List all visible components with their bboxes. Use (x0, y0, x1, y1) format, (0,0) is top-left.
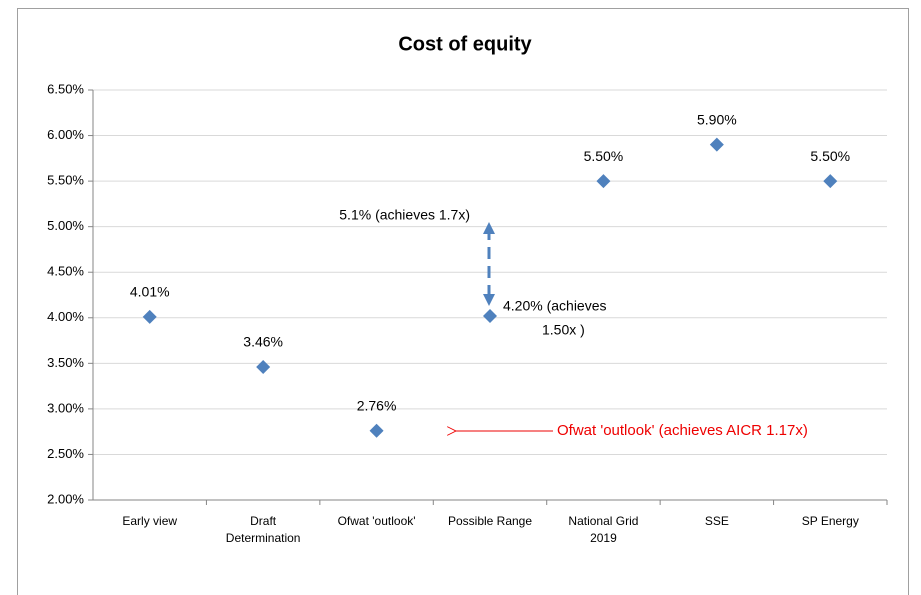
x-tick-label: Early view (122, 514, 177, 528)
marker (256, 359, 271, 374)
x-tick-label: Determination (226, 531, 301, 545)
data-label: 5.90% (697, 111, 737, 127)
annotation: 4.20% (achieves (503, 298, 607, 314)
data-label: 5.50% (810, 148, 850, 164)
x-tick-label: Draft (250, 514, 277, 528)
marker (483, 308, 497, 323)
y-tick-label: 4.00% (47, 309, 84, 324)
x-tick-label: SP Energy (802, 514, 859, 528)
y-tick-label: 3.00% (47, 400, 84, 415)
y-tick-label: 5.00% (47, 218, 84, 233)
marker (369, 423, 384, 438)
y-tick-label: 6.00% (47, 127, 84, 142)
data-label: 5.50% (584, 148, 624, 164)
y-tick-label: 5.50% (47, 173, 84, 188)
marker (596, 174, 611, 189)
data-label: 3.46% (243, 334, 283, 350)
marker (823, 174, 838, 189)
chart-frame (17, 8, 909, 595)
annotation: 1.50x ) (542, 322, 585, 338)
y-tick-label: 3.50% (47, 355, 84, 370)
chart-title: Cost of equity (398, 33, 532, 55)
marker (709, 137, 724, 152)
annotation: 5.1% (achieves 1.7x) (339, 207, 470, 223)
data-label: 2.76% (357, 397, 397, 413)
y-tick-label: 4.50% (47, 264, 84, 279)
data-label: 4.01% (130, 284, 170, 300)
y-tick-label: 2.50% (47, 446, 84, 461)
x-tick-label: 2019 (590, 531, 617, 545)
marker (142, 309, 157, 324)
annotation: Ofwat 'outlook' (achieves AICR 1.17x) (557, 422, 808, 439)
y-tick-label: 2.00% (47, 491, 84, 506)
x-tick-label: SSE (705, 514, 729, 528)
x-tick-label: Possible Range (448, 514, 532, 528)
x-tick-label: National Grid (568, 514, 638, 528)
y-tick-label: 6.50% (47, 81, 84, 96)
x-tick-label: Ofwat 'outlook' (338, 514, 416, 528)
